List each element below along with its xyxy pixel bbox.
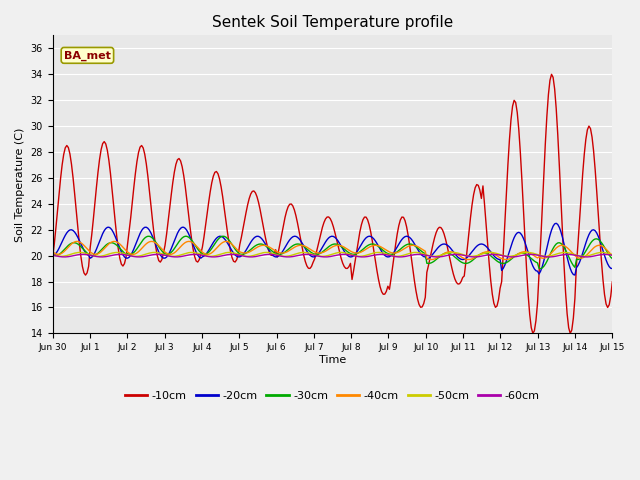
-10cm [294, 220, 301, 226]
-20cm [294, 234, 301, 240]
-40cm [245, 249, 253, 255]
-10cm [49, 254, 56, 260]
-20cm [244, 245, 252, 251]
-20cm [609, 266, 616, 272]
-40cm [609, 253, 616, 259]
-30cm [49, 252, 56, 258]
-10cm [234, 252, 242, 257]
-40cm [222, 239, 230, 244]
-40cm [216, 242, 223, 248]
-20cm [234, 254, 242, 260]
Text: BA_met: BA_met [64, 50, 111, 60]
-50cm [294, 251, 301, 256]
-60cm [266, 252, 273, 257]
-50cm [244, 253, 252, 259]
-30cm [216, 235, 223, 241]
-60cm [234, 252, 242, 258]
-20cm [552, 220, 560, 226]
-40cm [295, 242, 303, 248]
-30cm [609, 256, 616, 262]
-40cm [428, 257, 435, 263]
-30cm [236, 251, 244, 257]
X-axis label: Time: Time [319, 355, 346, 365]
-40cm [236, 249, 244, 255]
-30cm [537, 266, 545, 272]
-20cm [49, 253, 56, 259]
-60cm [244, 254, 252, 260]
-50cm [216, 252, 223, 257]
-30cm [219, 233, 227, 239]
-60cm [118, 252, 125, 257]
-50cm [118, 250, 125, 256]
-40cm [580, 254, 588, 260]
-20cm [118, 249, 125, 255]
-50cm [300, 250, 308, 255]
Line: -60cm: -60cm [52, 254, 612, 257]
-40cm [49, 249, 56, 254]
Legend: -10cm, -20cm, -30cm, -40cm, -50cm, -60cm: -10cm, -20cm, -30cm, -40cm, -50cm, -60cm [121, 387, 545, 406]
Y-axis label: Soil Temperature (C): Soil Temperature (C) [15, 127, 25, 241]
-50cm [609, 252, 616, 257]
-20cm [571, 272, 579, 278]
-40cm [118, 242, 125, 248]
-60cm [609, 252, 616, 258]
-50cm [234, 252, 242, 257]
-10cm [118, 261, 125, 267]
-20cm [216, 233, 223, 239]
-60cm [49, 252, 56, 258]
-60cm [580, 254, 588, 260]
-10cm [548, 72, 556, 77]
Line: -10cm: -10cm [52, 74, 612, 333]
-60cm [216, 253, 223, 259]
-30cm [245, 248, 253, 254]
-60cm [247, 254, 255, 260]
-10cm [580, 152, 588, 157]
-10cm [566, 330, 574, 336]
-50cm [319, 253, 326, 259]
-10cm [244, 202, 252, 208]
-30cm [118, 247, 125, 253]
-60cm [297, 252, 305, 258]
-30cm [580, 251, 588, 256]
-50cm [49, 252, 56, 257]
-30cm [295, 241, 303, 247]
-50cm [580, 253, 588, 259]
Line: -30cm: -30cm [52, 236, 612, 269]
-10cm [216, 176, 223, 182]
-10cm [609, 279, 616, 285]
Line: -20cm: -20cm [52, 223, 612, 275]
-20cm [580, 245, 588, 251]
Line: -40cm: -40cm [52, 241, 612, 260]
Line: -50cm: -50cm [52, 252, 612, 256]
Title: Sentek Soil Temperature profile: Sentek Soil Temperature profile [212, 15, 453, 30]
